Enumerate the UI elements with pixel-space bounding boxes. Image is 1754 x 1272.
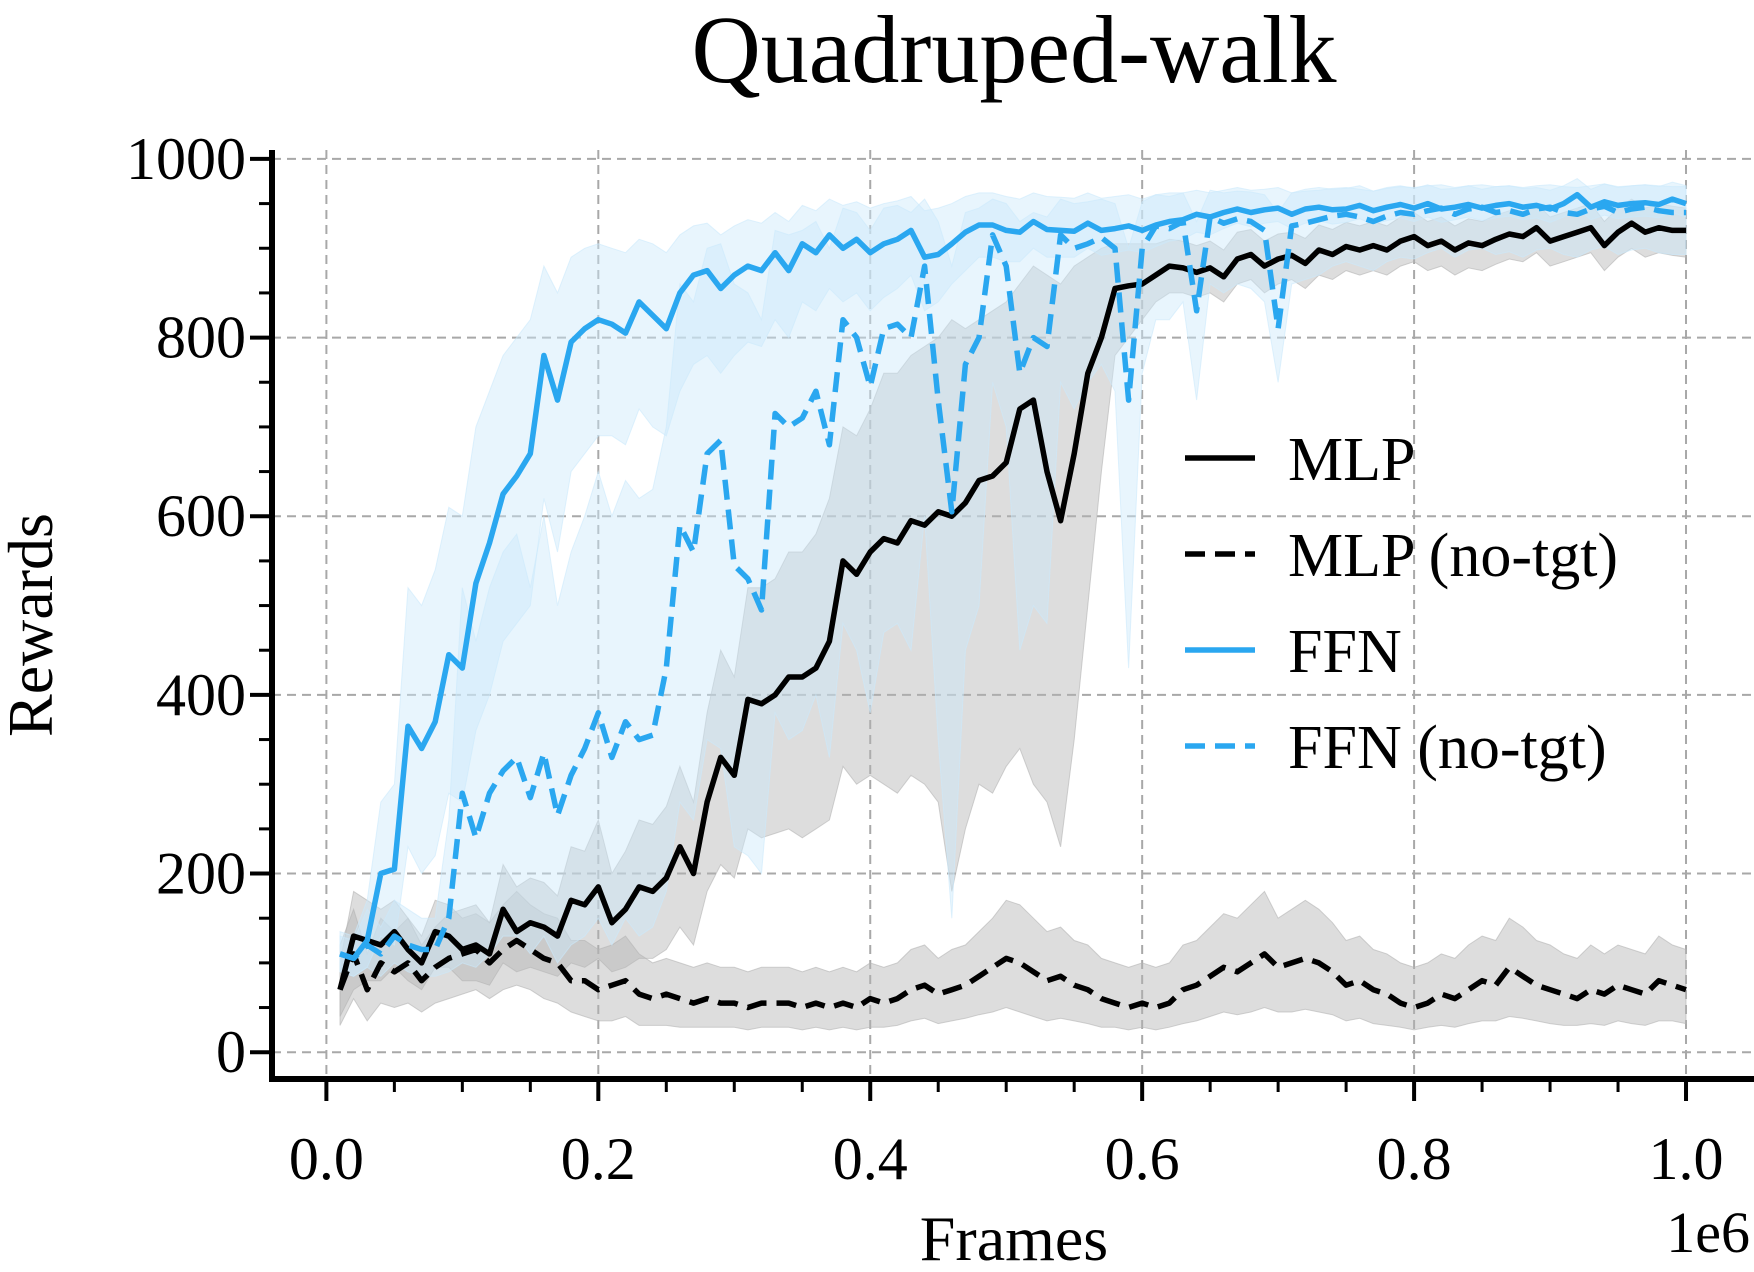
legend: MLP MLP (no-tgt) FFN FFN (no-tgt) xyxy=(1185,426,1618,782)
chart-title: Quadruped-walk xyxy=(691,0,1336,103)
series-band xyxy=(339,198,1687,1017)
y-tick-label: 800 xyxy=(156,305,246,371)
x-tick-label: 0.4 xyxy=(833,1126,908,1192)
y-tick-label: 0 xyxy=(216,1019,246,1085)
x-tick-label: 0.8 xyxy=(1377,1126,1452,1192)
legend-label: MLP (no-tgt) xyxy=(1288,522,1618,590)
x-axis-label: Frames xyxy=(920,1203,1108,1272)
y-axis-label: Rewards xyxy=(0,513,66,737)
x-tick-label: 0.0 xyxy=(289,1126,364,1192)
legend-label: FFN xyxy=(1288,618,1402,686)
series-lines xyxy=(337,191,1687,1011)
y-tick-label: 600 xyxy=(156,483,246,549)
series-line xyxy=(339,203,1686,962)
ticks: 0.0 0.2 0.4 0.6 0.8 1.0 0 200 400 600 800 1000 xyxy=(126,126,1724,1192)
x-tick-label: 0.2 xyxy=(561,1126,636,1192)
y-tick-label: 1000 xyxy=(126,126,246,192)
series-line xyxy=(337,220,1686,991)
series-line xyxy=(337,937,1687,1011)
legend-label: MLP xyxy=(1288,426,1415,494)
legend-label: FFN (no-tgt) xyxy=(1288,714,1607,782)
grid xyxy=(272,150,1754,1079)
x-tick-label: 1.0 xyxy=(1649,1126,1724,1192)
axes xyxy=(269,150,1754,1082)
y-tick-label: 400 xyxy=(156,662,246,728)
x-scale-label: 1e6 xyxy=(1666,1200,1750,1265)
y-tick-label: 200 xyxy=(156,841,246,907)
x-tick-label: 0.6 xyxy=(1105,1126,1180,1192)
series-band xyxy=(339,183,1687,977)
series-line xyxy=(339,191,1687,962)
